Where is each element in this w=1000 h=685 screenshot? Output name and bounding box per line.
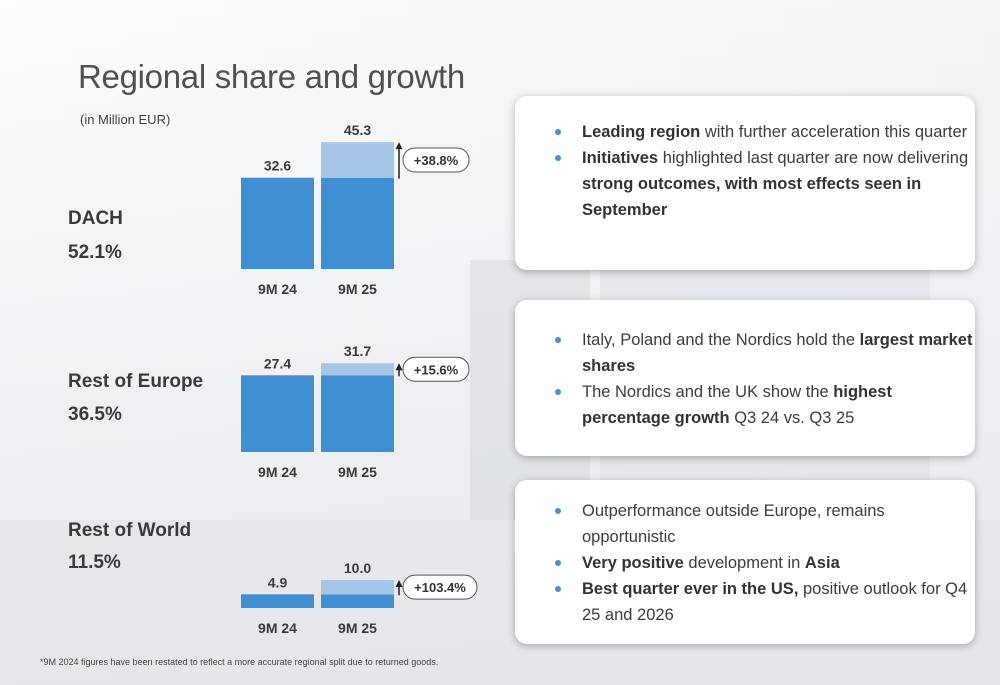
bullet-text-bold: Asia [804,554,840,572]
insight-bullet: Initiatives highlighted last quarter are… [515,145,975,223]
category-label: 9M 24 [258,620,297,636]
category-label: 9M 24 [258,464,297,480]
bar-9m25-base [321,375,394,452]
bullet-dot-icon [555,560,561,566]
insight-bullet: Leading region with further acceleration… [515,119,975,145]
insight-list: Outperformance outside Europe, remains o… [515,480,975,628]
value-label: 27.4 [264,355,291,371]
bar-9m25-base [321,177,394,269]
value-label: 10.0 [344,560,371,576]
insight-bullet: Outperformance outside Europe, remains o… [515,498,975,550]
bullet-text: Outperformance outside Europe, remains o… [582,502,885,546]
bullet-text: with further acceleration this quarter [700,123,968,141]
category-label: 9M 25 [338,464,377,480]
bar-9m24 [241,375,314,452]
insight-bullet: Very positive development in Asia [515,550,975,576]
bullet-text-bold: Very positive [582,554,684,572]
bar-9m24 [241,177,314,269]
bullet-text: The Nordics and the UK show the [582,383,834,401]
insight-bullet: Best quarter ever in the US, positive ou… [515,576,975,628]
growth-label: +38.8% [414,153,459,168]
growth-label: +15.6% [414,362,459,377]
bar-9m25-increment [321,363,394,376]
bullet-text-bold: largest market shares [582,331,973,375]
bar-9m25-base [321,594,394,608]
insight-bullet: The Nordics and the UK show the highest … [515,379,975,431]
region-name-rest-of-world: Rest of World [68,520,192,541]
region-share-dach: 52.1% [68,242,122,263]
bullet-dot-icon [555,337,561,343]
bullet-text-bold: Leading region [582,123,701,141]
bullet-text: Italy, Poland and the Nordics hold the [582,331,860,349]
category-label: 9M 24 [258,281,297,297]
bar-9m25-increment [321,580,394,595]
insight-list: Italy, Poland and the Nordics hold the l… [515,300,975,431]
bullet-text: Q3 24 vs. Q3 25 [729,409,855,427]
bullet-text-bold: Best quarter ever in the US, [582,580,799,598]
region-share-rest-of-europe: 36.5% [68,404,122,425]
category-label: 9M 25 [338,281,377,297]
insight-card-rest-of-world: Outperformance outside Europe, remains o… [515,480,975,644]
growth-arrow-head-icon [395,363,403,371]
bullet-dot-icon [555,586,561,592]
footnote: *9M 2024 figures have been restated to r… [40,657,439,667]
page-title: Regional share and growth [78,58,465,95]
value-label: 31.7 [344,343,371,359]
region-name-dach: DACH [68,208,123,229]
insight-card-dach: Leading region with further acceleration… [515,96,975,270]
bullet-text: positive outlook for Q4 25 and 2026 [582,580,968,624]
insight-bullet: Italy, Poland and the Nordics hold the l… [515,327,975,379]
bar-9m24 [241,594,314,608]
region-name-rest-of-europe: Rest of Europe [68,371,204,392]
growth-badge [402,356,470,382]
bullet-text: development in [683,554,805,572]
bullet-text-bold: Initiatives [582,149,659,167]
category-label: 9M 25 [338,620,377,636]
bullet-dot-icon [555,508,561,514]
value-label: 45.3 [344,122,371,138]
region-share-rest-of-world: 11.5% [68,552,121,573]
growth-label: +103.4% [414,580,466,595]
bar-9m25-increment [321,142,394,178]
bullet-dot-icon [555,129,561,135]
growth-badge [402,147,470,173]
bullet-text-bold: highest percentage growth [582,383,892,427]
insight-list: Leading region with further acceleration… [515,96,975,223]
value-label: 4.9 [268,574,288,590]
page-subtitle: (in Million EUR) [80,112,171,127]
bullet-text: highlighted last quarter are now deliver… [658,149,969,167]
bullet-text-bold: strong outcomes, with most effects seen … [582,175,922,219]
insight-card-rest-of-europe: Italy, Poland and the Nordics hold the l… [515,300,975,456]
growth-arrow-head-icon [395,142,403,150]
bullet-dot-icon [555,155,561,161]
growth-badge [402,574,478,600]
growth-arrow-head-icon [395,580,403,587]
bullet-dot-icon [555,389,561,395]
value-label: 32.6 [264,158,291,174]
